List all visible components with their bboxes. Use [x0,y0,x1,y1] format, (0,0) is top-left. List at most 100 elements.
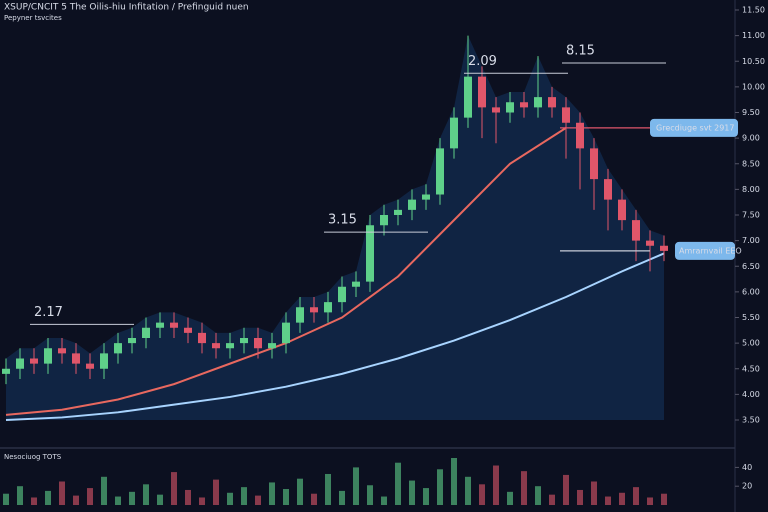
chart-subtitle: Pepyner tsvcites [4,14,62,22]
candle-body [436,148,444,195]
volume-bar [213,479,219,505]
volume-bar [451,458,457,505]
volume-bar [311,493,317,505]
y-tick-label: 8.00 [742,185,760,194]
volume-bar [367,485,373,505]
candle-body [338,286,346,303]
candle-body [492,107,500,113]
volume-bar [479,484,485,505]
y-tick-label: 11.00 [742,31,765,40]
candle-body [58,348,66,354]
candle-body [450,117,458,149]
candle-body [576,122,584,149]
volume-bar [269,482,275,505]
annotation-text: 3.15 [328,213,357,228]
candle-body [506,102,514,113]
candle-body [184,327,192,333]
volume-bar [297,478,303,505]
volume-bar [129,491,135,505]
candle-body [30,358,38,364]
candle-body [2,368,10,374]
badge [650,118,738,137]
volume-bar [493,465,499,505]
volume-bar [59,481,65,505]
volume-bar [199,497,205,505]
candle-body [212,343,220,349]
candle-body [142,327,150,338]
candle-body [324,302,332,313]
volume-bar [101,476,107,505]
candle-body [352,281,360,287]
y-tick-label: 9.50 [742,108,760,117]
volume-tick-label: 40 [742,463,752,472]
volume-label: Nesociuog TOTS [4,453,62,461]
volume-bar [465,476,471,505]
volume-bar [115,496,121,505]
volume-bar [241,487,247,505]
candle-body [590,148,598,180]
volume-bar [185,489,191,505]
volume-bar [423,488,429,505]
candle-body [114,343,122,354]
moving-average [5,252,665,421]
y-tick-label: 10.00 [742,82,765,91]
candle-body [548,97,556,108]
candle-body [618,199,626,221]
volume-bar [339,490,345,505]
candle-body [72,353,80,364]
volume-bar [591,481,597,505]
y-tick-label: 9.00 [742,134,760,143]
candle-body [646,240,654,246]
y-tick-label: 7.50 [742,211,760,220]
candle-body [366,225,374,282]
candle-body [520,102,528,108]
candle-body [156,322,164,328]
badge [675,241,735,260]
candle-body [170,322,178,328]
volume-bar [661,493,667,505]
y-tick-label: 6.50 [742,262,760,271]
y-tick-label: 10.50 [742,57,765,66]
chart-title: XSUP/CNCIT 5 The Oilis-hiu Infitation / … [4,3,249,13]
candle-body [254,338,262,349]
volume-bar [157,494,163,505]
volume-bar [31,497,37,505]
volume-bar [381,496,387,505]
y-tick-label: 4.50 [742,364,760,373]
candle-body [562,107,570,123]
candle-body [44,348,52,364]
candle-body [660,245,668,251]
candle-body [422,194,430,200]
candle-body [394,209,402,215]
volume-tick-label: 20 [742,482,752,491]
y-tick-label: 11.50 [742,6,765,15]
volume-bar [87,488,93,505]
volume-bar [255,495,261,505]
volume-bar [143,484,149,505]
volume-bar [605,496,611,505]
volume-bar [227,492,233,505]
volume-bar [619,492,625,505]
candle-body [534,97,542,108]
y-tick-label: 3.50 [742,416,760,425]
candle-body [604,179,612,200]
volume-bar [3,493,9,505]
volume-bar [507,491,513,505]
y-tick-label: 4.00 [742,390,760,399]
volume-bar [73,495,79,505]
annotation-text: 2.09 [468,54,497,69]
candle-body [296,307,304,323]
volume-bar [353,467,359,505]
candle-body [268,343,276,349]
volume-bar [45,490,51,505]
y-tick-label: 7.00 [742,236,760,245]
annotation-text: 8.15 [566,44,595,59]
candle-body [310,307,318,313]
candle-body [226,343,234,349]
volume-bar [535,486,541,505]
candle-body [86,363,94,369]
badge-text: Amrarnvail EEO [679,246,742,255]
candle-body [198,332,206,344]
volume-bar [549,494,555,505]
volume-bar [577,489,583,505]
